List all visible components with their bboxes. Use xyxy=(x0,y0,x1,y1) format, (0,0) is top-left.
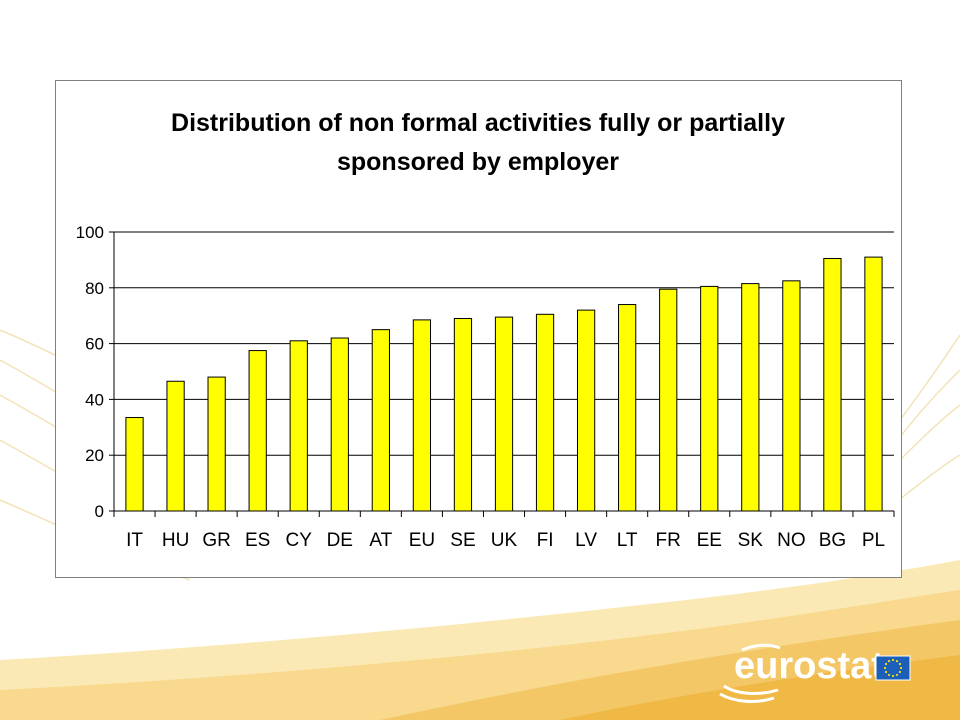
x-category-label: FR xyxy=(656,530,681,551)
x-category-label: DE xyxy=(327,530,353,551)
x-category-label: PL xyxy=(862,530,885,551)
x-category-label: CY xyxy=(286,530,313,551)
x-category-label: EU xyxy=(409,530,435,551)
x-category-label: LT xyxy=(617,530,638,551)
y-tick-label: 100 xyxy=(76,223,104,242)
x-category-label: AT xyxy=(369,530,392,551)
eu-star-icon xyxy=(898,670,902,674)
x-category-label: FI xyxy=(537,530,554,551)
x-category-label: HU xyxy=(162,530,189,551)
y-tick-label: 20 xyxy=(85,446,104,465)
eu-star-icon xyxy=(883,666,887,670)
x-category-label: BG xyxy=(819,530,846,551)
x-category-label: SK xyxy=(738,530,764,551)
eu-star-icon xyxy=(895,673,899,677)
eu-star-icon xyxy=(887,673,891,677)
x-category-label: EE xyxy=(697,530,722,551)
eu-star-icon xyxy=(895,659,899,663)
bar-it xyxy=(125,417,144,512)
bar-gr xyxy=(207,376,226,512)
eu-star-icon xyxy=(891,658,895,662)
bar-ee xyxy=(700,285,719,512)
eu-star-icon xyxy=(898,662,902,666)
x-category-label: LV xyxy=(575,530,597,551)
x-category-label: IT xyxy=(126,530,143,551)
x-category-labels: IT HU GR ES CY DE AT EU SE UK FI LV LT FR EE SK NO BG PL xyxy=(126,530,885,551)
chart-title-line-1: Distribution of non formal activities fu… xyxy=(171,109,785,137)
bar-lt xyxy=(618,304,637,512)
x-category-label: UK xyxy=(491,530,518,551)
bar-lv xyxy=(576,309,596,512)
y-tick-label: 40 xyxy=(85,390,104,409)
bar-se xyxy=(453,317,473,512)
bar-eu xyxy=(412,319,432,512)
bar-cy xyxy=(289,340,308,512)
eu-star-icon xyxy=(887,659,891,663)
logo-text: eurostat xyxy=(734,645,884,687)
eu-star-icon xyxy=(884,670,888,674)
bar-chart: Distribution of non formal activities fu… xyxy=(76,109,895,551)
y-tick-label: 80 xyxy=(85,279,104,298)
eu-star-icon xyxy=(884,662,888,666)
x-category-label: GR xyxy=(202,530,231,551)
chart-area: Distribution of non formal activities fu… xyxy=(55,80,902,578)
eurostat-logo: eurostat xyxy=(719,643,911,703)
logo-swoosh-icon xyxy=(719,643,781,703)
x-category-label: NO xyxy=(777,530,806,551)
y-tick-label: 60 xyxy=(85,335,104,354)
bar-no xyxy=(782,280,801,512)
bar-uk xyxy=(494,316,514,512)
eu-star-icon xyxy=(891,674,895,678)
bar-fi xyxy=(535,313,555,512)
bar-es xyxy=(248,350,267,512)
bar-fr xyxy=(659,288,678,512)
bar-sk xyxy=(741,283,760,512)
x-category-label: SE xyxy=(450,530,475,551)
bar-pl xyxy=(864,256,883,512)
bar-bg xyxy=(823,258,842,512)
bar-de xyxy=(330,337,349,512)
x-category-label: ES xyxy=(245,530,270,551)
bar-hu xyxy=(166,380,185,512)
chart-title-line-2: sponsored by employer xyxy=(337,148,619,176)
bar-at xyxy=(371,329,390,512)
eu-flag-icon xyxy=(875,655,911,681)
eu-star-icon xyxy=(899,666,903,670)
axes xyxy=(109,231,895,517)
bars xyxy=(125,256,883,512)
y-tick-labels: 0 20 40 60 80 100 xyxy=(76,223,104,521)
y-tick-label: 0 xyxy=(95,502,104,521)
